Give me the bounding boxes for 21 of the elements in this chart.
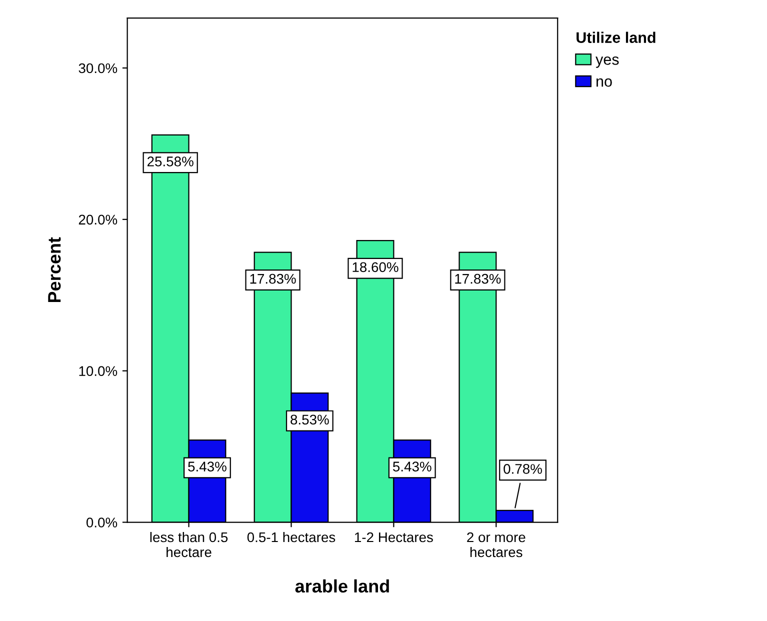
data-label: 17.83% <box>455 274 501 284</box>
x-tick-label: 0.5-1 hectares <box>247 532 336 542</box>
y-tick-label: 0.0% <box>86 518 118 528</box>
y-tick-label: 20.0% <box>78 214 118 225</box>
x-tick-label: less than 0.5 hectare <box>150 532 228 558</box>
legend-label: no <box>596 78 612 87</box>
data-label: 5.43% <box>392 462 432 472</box>
y-tick-label: 10.0% <box>79 366 118 376</box>
legend-title: Utilize land <box>576 32 656 43</box>
data-label: 25.58% <box>148 156 194 166</box>
y-tick-label: 30.0% <box>78 63 118 74</box>
x-tick-label: 1-2 Hectares <box>355 532 433 542</box>
data-label: 17.83% <box>250 274 296 284</box>
y-axis-title: Percent <box>48 237 61 302</box>
legend-label: yes <box>596 56 619 68</box>
x-axis-title: arable land <box>295 579 389 593</box>
x-tick-label: 2 or more hectares <box>467 532 526 558</box>
data-label: 0.78% <box>504 464 542 474</box>
data-label: 5.43% <box>188 462 226 472</box>
data-label: 8.53% <box>290 414 329 425</box>
data-label: 18.60% <box>352 262 398 272</box>
